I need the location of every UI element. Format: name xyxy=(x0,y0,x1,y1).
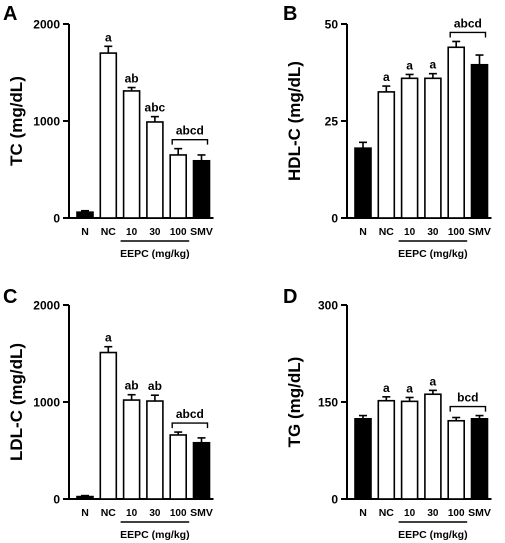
group-label: EEPC (mg/kg) xyxy=(398,248,467,260)
bar xyxy=(400,77,419,219)
significance-label: ab xyxy=(148,379,162,393)
bar xyxy=(377,91,396,219)
x-tick-label: NC xyxy=(101,226,117,238)
y-tick-label: 50 xyxy=(325,18,339,32)
x-tick-label: 30 xyxy=(149,508,161,519)
x-tick-label: 30 xyxy=(427,227,439,238)
bar xyxy=(99,351,118,500)
bar xyxy=(192,441,211,500)
group-label: EEPC (mg/kg) xyxy=(398,529,467,541)
bar xyxy=(354,147,372,219)
x-tick-label: 10 xyxy=(126,227,138,238)
bracket-label: bcd xyxy=(457,391,478,405)
x-tick-label: SMV xyxy=(468,507,491,519)
x-tick-label: NC xyxy=(379,507,395,519)
significance-bracket xyxy=(171,422,209,429)
y-axis-label: LDL-C (mg/dL) xyxy=(7,343,26,461)
panel-letter: D xyxy=(283,286,297,308)
y-tick-label: 25 xyxy=(325,115,339,129)
y-axis-label: TG (mg/dL) xyxy=(285,357,304,448)
bar xyxy=(192,159,211,219)
bar xyxy=(377,399,396,500)
y-tick-label: 2000 xyxy=(33,18,60,32)
y-tick-label: 150 xyxy=(318,396,338,410)
significance-label: a xyxy=(105,30,112,44)
significance-label: abc xyxy=(145,101,166,115)
bracket-label: abcd xyxy=(454,16,482,30)
bar xyxy=(447,419,466,500)
y-axis-label: HDL-C (mg/dL) xyxy=(285,61,304,181)
x-tick-label: 100 xyxy=(448,508,465,519)
group-label: EEPC (mg/kg) xyxy=(120,529,189,541)
bar xyxy=(424,77,442,219)
bracket-label: abcd xyxy=(176,407,204,421)
x-tick-label: 30 xyxy=(149,227,161,238)
bar xyxy=(99,52,118,219)
significance-label: ab xyxy=(125,72,139,86)
x-tick-label: 10 xyxy=(126,508,138,519)
bar xyxy=(354,418,372,500)
y-tick-label: 2000 xyxy=(33,299,60,313)
y-tick-label: 0 xyxy=(53,212,60,226)
y-tick-label: 0 xyxy=(331,212,338,226)
bar xyxy=(146,121,164,219)
bar xyxy=(169,434,187,500)
x-tick-label: NC xyxy=(379,226,395,238)
significance-label: a xyxy=(430,374,437,388)
y-tick-label: 1000 xyxy=(33,396,60,410)
significance-label: a xyxy=(383,381,390,395)
bar xyxy=(447,46,466,219)
bar xyxy=(424,393,442,500)
chart-panel-b: B HDL-C (mg/dL) 0 25 50 Na NC a 10 a 30 100 SMV abcd E… xyxy=(283,3,492,260)
x-tick-label: N xyxy=(81,507,89,519)
bar xyxy=(400,400,419,500)
group-label: EEPC (mg/kg) xyxy=(120,248,189,260)
significance-label: a xyxy=(406,381,413,395)
x-tick-label: SMV xyxy=(468,226,491,238)
panel-letter: B xyxy=(283,3,297,25)
y-axis-label: TC (mg/dL) xyxy=(7,76,26,166)
bar xyxy=(169,154,187,219)
x-tick-label: 10 xyxy=(404,508,416,519)
chart-panel-c: C LDL-C (mg/dL) 0 1000 2000 Na NC ab 10 ab 30 100 SM… xyxy=(3,286,214,541)
bar xyxy=(76,495,94,500)
significance-bracket xyxy=(171,138,209,145)
panel-letter: A xyxy=(3,3,17,25)
y-tick-label: 0 xyxy=(331,493,338,507)
bar xyxy=(76,211,94,219)
y-tick-label: 0 xyxy=(53,493,60,507)
significance-label: a xyxy=(406,58,413,72)
x-tick-label: 100 xyxy=(170,227,187,238)
x-tick-label: 100 xyxy=(170,508,187,519)
bracket-label: abcd xyxy=(176,124,204,138)
x-tick-label: N xyxy=(359,226,367,238)
significance-label: a xyxy=(383,70,390,84)
x-tick-label: N xyxy=(359,507,367,519)
x-tick-label: SMV xyxy=(190,507,213,519)
significance-bracket xyxy=(449,405,487,412)
bar xyxy=(146,400,164,500)
bar xyxy=(122,399,141,500)
bar xyxy=(470,63,489,219)
significance-label: a xyxy=(105,331,112,345)
y-tick-label: 1000 xyxy=(33,115,60,129)
significance-bracket xyxy=(449,31,487,38)
x-tick-label: N xyxy=(81,226,89,238)
significance-label: a xyxy=(430,58,437,72)
x-tick-label: 10 xyxy=(404,227,416,238)
significance-label: ab xyxy=(125,379,139,393)
bar xyxy=(470,418,489,500)
x-tick-label: 100 xyxy=(448,227,465,238)
x-tick-label: 30 xyxy=(427,508,439,519)
panel-letter: C xyxy=(3,286,17,308)
bar xyxy=(122,90,141,219)
chart-panel-d: D TG (mg/dL) 0 150 300 Na NC a 10 a 30 100 SMV bcd EEP… xyxy=(283,286,492,541)
x-tick-label: SMV xyxy=(190,226,213,238)
x-tick-label: NC xyxy=(101,507,117,519)
chart-panel-a: A TC (mg/dL) 0 1000 2000 Na NC ab 10 abc 30 100 SMV a… xyxy=(3,3,214,260)
y-tick-label: 300 xyxy=(318,299,338,313)
